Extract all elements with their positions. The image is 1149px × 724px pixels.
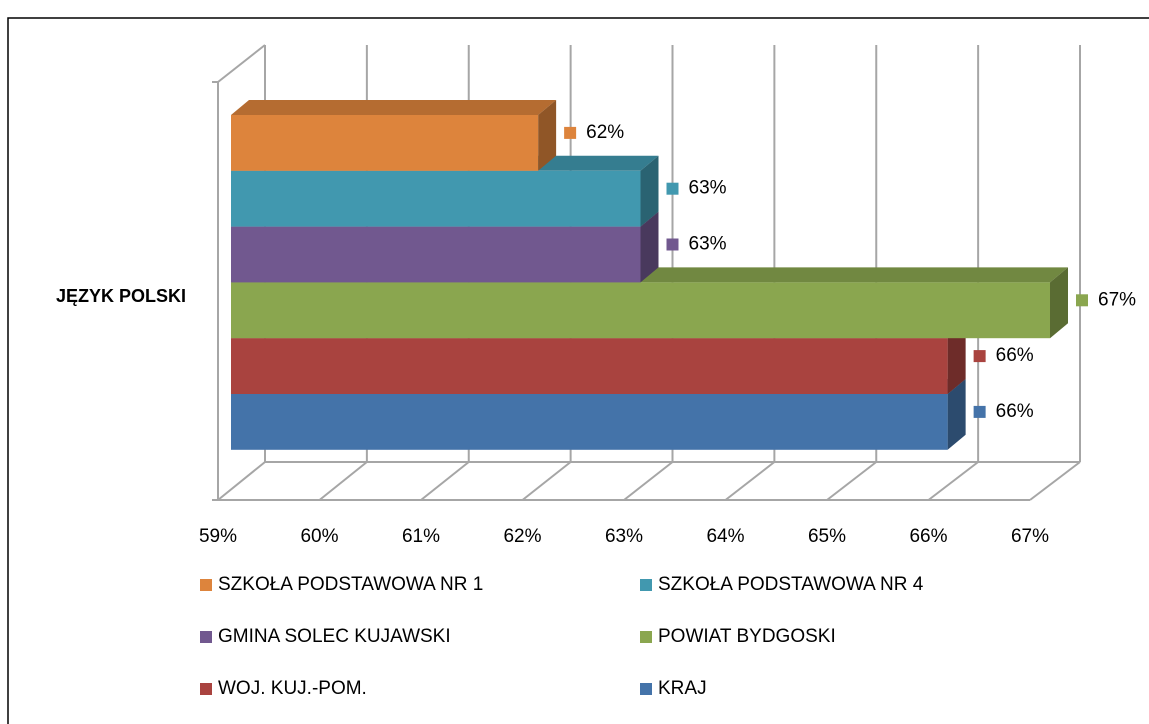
value-label-marker	[973, 405, 986, 418]
value-label-marker	[666, 182, 679, 195]
grid-line	[826, 461, 877, 501]
bar-side	[947, 323, 966, 394]
legend-marker	[200, 579, 212, 591]
grid-line	[623, 461, 674, 501]
x-tick-label: 64%	[706, 526, 744, 547]
bar-front	[231, 226, 641, 283]
x-tick-label: 60%	[300, 526, 338, 547]
grid-line	[521, 461, 572, 501]
grid-line	[217, 461, 266, 501]
legend-label: POWIAT BYDGOSKI	[658, 626, 836, 647]
bar-side	[640, 211, 659, 283]
value-label: 67%	[1098, 289, 1136, 310]
value-label: 66%	[996, 345, 1034, 366]
grid-line	[927, 461, 979, 501]
value-label-marker	[564, 126, 577, 139]
value-label-marker	[666, 238, 679, 251]
legend-label: KRAJ	[658, 678, 707, 699]
legend-marker	[640, 579, 652, 591]
bar-front	[231, 170, 641, 227]
legend-label: WOJ. KUJ.-POM.	[218, 678, 367, 699]
x-tick-label: 66%	[909, 526, 947, 547]
value-label: 62%	[586, 122, 624, 143]
legend-marker	[640, 683, 652, 695]
bar-side	[947, 379, 966, 450]
bar-side	[1050, 267, 1068, 339]
legend-marker	[640, 631, 652, 643]
legend-label: SZKOŁA PODSTAWOWA NR 4	[658, 574, 924, 595]
bar-top	[231, 100, 557, 115]
value-label-marker	[1076, 294, 1088, 307]
value-label: 63%	[689, 178, 727, 199]
grid-line	[1029, 461, 1081, 501]
legend-marker	[200, 683, 212, 695]
x-tick-label: 63%	[605, 526, 643, 547]
grid-line	[724, 461, 775, 501]
bar-front	[231, 115, 539, 171]
x-tick-label: 67%	[1011, 526, 1049, 547]
grid-line	[318, 461, 368, 501]
value-label: 63%	[689, 234, 727, 255]
legend-label: SZKOŁA PODSTAWOWA NR 1	[218, 574, 483, 595]
bar	[231, 100, 557, 171]
bar-front	[231, 338, 948, 394]
bar-front	[231, 394, 948, 450]
bar-side	[640, 155, 659, 227]
x-tick-label: 65%	[808, 526, 846, 547]
value-label: 66%	[996, 401, 1034, 422]
x-tick-label: 62%	[503, 526, 541, 547]
x-tick-label: 59%	[199, 526, 237, 547]
y-tick-label: JĘZYK POLSKI	[56, 286, 186, 306]
legend-marker	[200, 631, 212, 643]
value-label-marker	[973, 350, 986, 363]
bar-front	[231, 282, 1050, 339]
grid-line	[420, 461, 470, 501]
legend-label: GMINA SOLEC KUJAWSKI	[218, 626, 451, 647]
bar-side	[538, 100, 557, 171]
x-tick-label: 61%	[402, 526, 440, 547]
